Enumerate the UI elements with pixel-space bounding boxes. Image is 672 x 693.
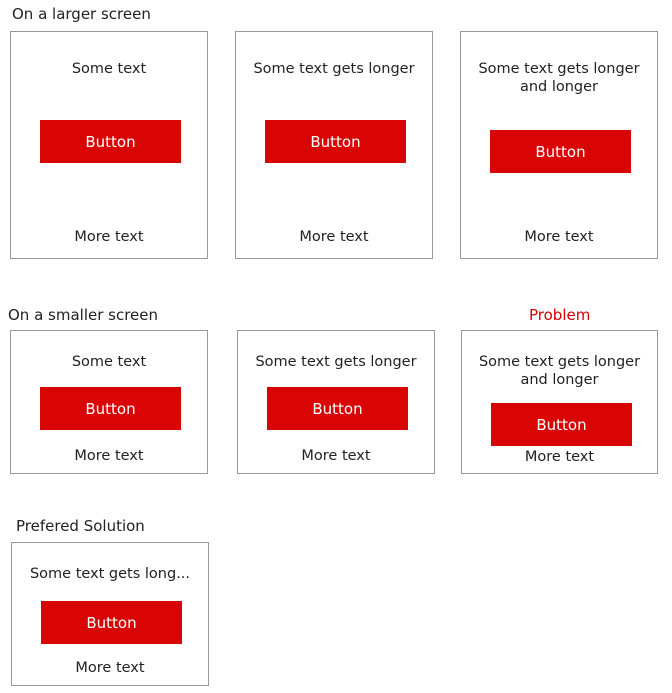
card-top-text: Some text gets longer: [478, 354, 641, 370]
card-button[interactable]: Button: [41, 601, 182, 644]
card-button[interactable]: Button: [491, 403, 632, 446]
card-bottom-text: More text: [74, 448, 144, 464]
card-button[interactable]: Button: [267, 387, 408, 430]
card-top-text: Some text gets longer: [253, 61, 415, 77]
card-button[interactable]: Button: [40, 387, 181, 430]
card-top-text: Some text: [71, 61, 147, 77]
card-bottom-text: More text: [75, 660, 145, 676]
section-title-smaller: On a smaller screen: [8, 306, 159, 324]
card-button[interactable]: Button: [265, 120, 406, 163]
card-top-text-line2: and longer: [519, 79, 599, 95]
mockup-card-short-text-small: Some text Button More text: [10, 330, 208, 474]
card-bottom-text: More text: [524, 229, 594, 245]
mockup-card-problem: Some text gets longer and longer Button …: [461, 330, 658, 474]
mockup-card-wrapped-text: Some text gets longer and longer Button …: [460, 31, 658, 259]
mockup-card-longer-text-small: Some text gets longer Button More text: [237, 330, 435, 474]
card-top-text: Some text gets longer: [478, 61, 640, 77]
card-top-text-line2: and longer: [520, 372, 599, 388]
card-top-text: Some text gets longer: [255, 354, 417, 370]
section-title-larger: On a larger screen: [12, 5, 151, 23]
card-top-text-truncated: Some text gets long...: [29, 566, 191, 582]
card-top-text: Some text: [71, 354, 147, 370]
card-bottom-text: More text: [299, 229, 369, 245]
card-bottom-text: More text: [301, 448, 371, 464]
mockup-card-solution: Some text gets long... Button More text: [11, 542, 209, 686]
card-bottom-text: More text: [524, 449, 595, 465]
card-button[interactable]: Button: [40, 120, 181, 163]
problem-label: Problem: [529, 306, 591, 324]
mockup-card-longer-text: Some text gets longer Button More text: [235, 31, 433, 259]
mockup-card-short-text: Some text Button More text: [10, 31, 208, 259]
card-button[interactable]: Button: [490, 130, 631, 173]
section-title-solution: Prefered Solution: [16, 517, 145, 535]
card-bottom-text: More text: [74, 229, 144, 245]
